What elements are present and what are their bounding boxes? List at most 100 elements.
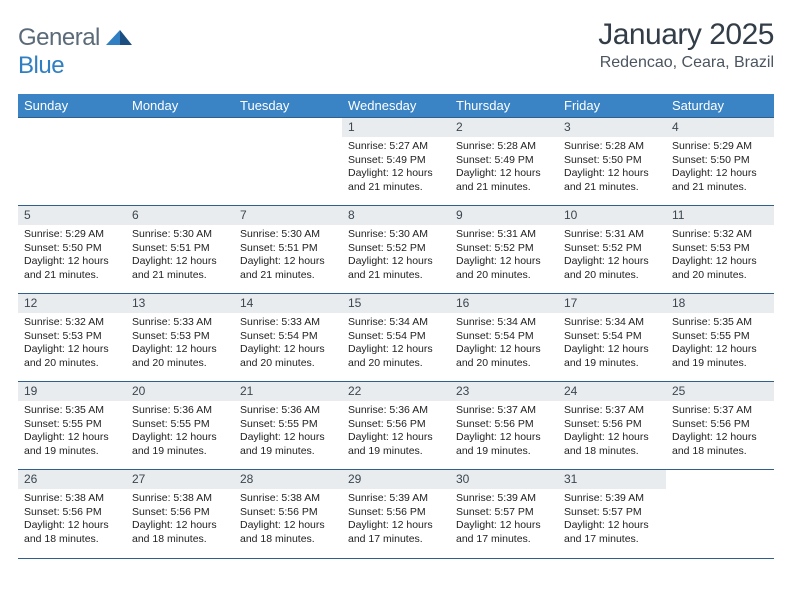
sunrise-line: Sunrise: 5:28 AM (456, 140, 552, 153)
sunrise-line: Sunrise: 5:35 AM (24, 404, 120, 417)
sunrise-line: Sunrise: 5:39 AM (348, 492, 444, 505)
sunrise-line: Sunrise: 5:38 AM (24, 492, 120, 505)
cell-body: Sunrise: 5:30 AMSunset: 5:52 PMDaylight:… (342, 225, 450, 284)
sunrise-line: Sunrise: 5:29 AM (24, 228, 120, 241)
cell-body: Sunrise: 5:37 AMSunset: 5:56 PMDaylight:… (666, 401, 774, 460)
calendar-cell: 11Sunrise: 5:32 AMSunset: 5:53 PMDayligh… (666, 206, 774, 294)
cell-body: Sunrise: 5:29 AMSunset: 5:50 PMDaylight:… (18, 225, 126, 284)
day-number: 13 (126, 294, 234, 313)
sunset-line: Sunset: 5:55 PM (672, 330, 768, 343)
sunrise-line: Sunrise: 5:31 AM (564, 228, 660, 241)
calendar-cell: 3Sunrise: 5:28 AMSunset: 5:50 PMDaylight… (558, 118, 666, 206)
calendar-cell (666, 470, 774, 558)
daylight-line: Daylight: 12 hours and 20 minutes. (456, 343, 552, 370)
day-number: 23 (450, 382, 558, 401)
sunset-line: Sunset: 5:51 PM (132, 242, 228, 255)
day-number: 15 (342, 294, 450, 313)
day-number: 10 (558, 206, 666, 225)
calendar-cell: 21Sunrise: 5:36 AMSunset: 5:55 PMDayligh… (234, 382, 342, 470)
daylight-line: Daylight: 12 hours and 19 minutes. (456, 431, 552, 458)
sunset-line: Sunset: 5:52 PM (564, 242, 660, 255)
cell-body: Sunrise: 5:33 AMSunset: 5:54 PMDaylight:… (234, 313, 342, 372)
calendar-cell: 4Sunrise: 5:29 AMSunset: 5:50 PMDaylight… (666, 118, 774, 206)
calendar-cell: 15Sunrise: 5:34 AMSunset: 5:54 PMDayligh… (342, 294, 450, 382)
daylight-line: Daylight: 12 hours and 20 minutes. (240, 343, 336, 370)
sunrise-line: Sunrise: 5:27 AM (348, 140, 444, 153)
day-number: 14 (234, 294, 342, 313)
cell-body: Sunrise: 5:37 AMSunset: 5:56 PMDaylight:… (450, 401, 558, 460)
sunrise-line: Sunrise: 5:39 AM (456, 492, 552, 505)
sunset-line: Sunset: 5:53 PM (24, 330, 120, 343)
daylight-line: Daylight: 12 hours and 18 minutes. (672, 431, 768, 458)
weekday-header: Monday (126, 94, 234, 118)
sunset-line: Sunset: 5:50 PM (564, 154, 660, 167)
cell-body: Sunrise: 5:38 AMSunset: 5:56 PMDaylight:… (18, 489, 126, 548)
sunset-line: Sunset: 5:54 PM (564, 330, 660, 343)
daylight-line: Daylight: 12 hours and 17 minutes. (564, 519, 660, 546)
cell-body: Sunrise: 5:30 AMSunset: 5:51 PMDaylight:… (126, 225, 234, 284)
day-number: 17 (558, 294, 666, 313)
sunset-line: Sunset: 5:54 PM (456, 330, 552, 343)
title-block: January 2025 Redencao, Ceara, Brazil (598, 18, 774, 72)
daylight-line: Daylight: 12 hours and 21 minutes. (564, 167, 660, 194)
sunrise-line: Sunrise: 5:34 AM (456, 316, 552, 329)
sunrise-line: Sunrise: 5:38 AM (240, 492, 336, 505)
daylight-line: Daylight: 12 hours and 19 minutes. (672, 343, 768, 370)
sunset-line: Sunset: 5:56 PM (564, 418, 660, 431)
daylight-line: Daylight: 12 hours and 19 minutes. (564, 343, 660, 370)
sunrise-line: Sunrise: 5:36 AM (348, 404, 444, 417)
day-number: 31 (558, 470, 666, 489)
calendar-cell: 23Sunrise: 5:37 AMSunset: 5:56 PMDayligh… (450, 382, 558, 470)
day-number: 5 (18, 206, 126, 225)
cell-body: Sunrise: 5:36 AMSunset: 5:56 PMDaylight:… (342, 401, 450, 460)
calendar-cell: 30Sunrise: 5:39 AMSunset: 5:57 PMDayligh… (450, 470, 558, 558)
day-number: 29 (342, 470, 450, 489)
sunset-line: Sunset: 5:56 PM (24, 506, 120, 519)
cell-body: Sunrise: 5:35 AMSunset: 5:55 PMDaylight:… (18, 401, 126, 460)
cell-body: Sunrise: 5:34 AMSunset: 5:54 PMDaylight:… (342, 313, 450, 372)
sunset-line: Sunset: 5:54 PM (348, 330, 444, 343)
day-number: 7 (234, 206, 342, 225)
sunrise-line: Sunrise: 5:37 AM (456, 404, 552, 417)
calendar-cell: 25Sunrise: 5:37 AMSunset: 5:56 PMDayligh… (666, 382, 774, 470)
daylight-line: Daylight: 12 hours and 19 minutes. (240, 431, 336, 458)
daylight-line: Daylight: 12 hours and 19 minutes. (348, 431, 444, 458)
sunset-line: Sunset: 5:57 PM (456, 506, 552, 519)
calendar-cell: 27Sunrise: 5:38 AMSunset: 5:56 PMDayligh… (126, 470, 234, 558)
calendar-week-row: 19Sunrise: 5:35 AMSunset: 5:55 PMDayligh… (18, 382, 774, 470)
sunrise-line: Sunrise: 5:30 AM (240, 228, 336, 241)
sunset-line: Sunset: 5:55 PM (24, 418, 120, 431)
sunset-line: Sunset: 5:57 PM (564, 506, 660, 519)
daylight-line: Daylight: 12 hours and 20 minutes. (132, 343, 228, 370)
sunset-line: Sunset: 5:51 PM (240, 242, 336, 255)
sunset-line: Sunset: 5:55 PM (240, 418, 336, 431)
sunset-line: Sunset: 5:56 PM (240, 506, 336, 519)
calendar-cell: 14Sunrise: 5:33 AMSunset: 5:54 PMDayligh… (234, 294, 342, 382)
brand-mark-icon (106, 27, 132, 45)
daylight-line: Daylight: 12 hours and 21 minutes. (240, 255, 336, 282)
calendar-table: SundayMondayTuesdayWednesdayThursdayFrid… (18, 94, 774, 558)
cell-body: Sunrise: 5:31 AMSunset: 5:52 PMDaylight:… (450, 225, 558, 284)
day-number: 6 (126, 206, 234, 225)
sunset-line: Sunset: 5:56 PM (348, 506, 444, 519)
sunset-line: Sunset: 5:56 PM (132, 506, 228, 519)
cell-body: Sunrise: 5:32 AMSunset: 5:53 PMDaylight:… (666, 225, 774, 284)
daylight-line: Daylight: 12 hours and 21 minutes. (132, 255, 228, 282)
calendar-cell: 24Sunrise: 5:37 AMSunset: 5:56 PMDayligh… (558, 382, 666, 470)
calendar-cell: 28Sunrise: 5:38 AMSunset: 5:56 PMDayligh… (234, 470, 342, 558)
sunset-line: Sunset: 5:50 PM (672, 154, 768, 167)
sunset-line: Sunset: 5:49 PM (456, 154, 552, 167)
weekday-header: Saturday (666, 94, 774, 118)
cell-body: Sunrise: 5:35 AMSunset: 5:55 PMDaylight:… (666, 313, 774, 372)
calendar-cell: 26Sunrise: 5:38 AMSunset: 5:56 PMDayligh… (18, 470, 126, 558)
cell-body: Sunrise: 5:38 AMSunset: 5:56 PMDaylight:… (234, 489, 342, 548)
sunset-line: Sunset: 5:56 PM (456, 418, 552, 431)
day-number: 8 (342, 206, 450, 225)
sunrise-line: Sunrise: 5:30 AM (132, 228, 228, 241)
weekday-header: Tuesday (234, 94, 342, 118)
sunrise-line: Sunrise: 5:36 AM (240, 404, 336, 417)
calendar-cell: 22Sunrise: 5:36 AMSunset: 5:56 PMDayligh… (342, 382, 450, 470)
calendar-cell: 2Sunrise: 5:28 AMSunset: 5:49 PMDaylight… (450, 118, 558, 206)
day-number: 27 (126, 470, 234, 489)
sunrise-line: Sunrise: 5:33 AM (240, 316, 336, 329)
